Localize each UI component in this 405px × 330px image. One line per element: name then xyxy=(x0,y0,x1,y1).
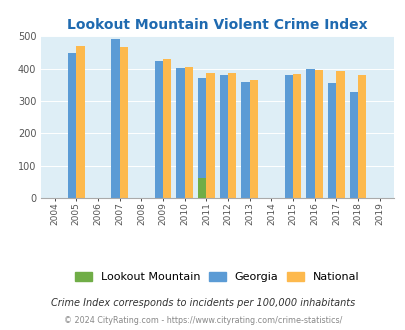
Bar xyxy=(198,178,206,198)
Bar xyxy=(228,73,236,198)
Bar xyxy=(206,73,214,198)
Bar xyxy=(176,68,184,198)
Title: Lookout Mountain Violent Crime Index: Lookout Mountain Violent Crime Index xyxy=(67,18,367,32)
Legend: Lookout Mountain, Georgia, National: Lookout Mountain, Georgia, National xyxy=(72,268,362,285)
Bar xyxy=(284,75,292,198)
Bar xyxy=(68,53,76,198)
Bar xyxy=(336,71,344,198)
Bar xyxy=(111,39,119,198)
Bar xyxy=(327,83,336,198)
Bar xyxy=(219,75,228,198)
Bar xyxy=(76,46,84,198)
Bar xyxy=(306,69,314,198)
Bar xyxy=(292,74,301,198)
Bar xyxy=(249,80,257,198)
Bar xyxy=(184,67,192,198)
Bar xyxy=(163,59,171,198)
Bar xyxy=(119,47,128,198)
Bar xyxy=(241,82,249,198)
Text: © 2024 CityRating.com - https://www.cityrating.com/crime-statistics/: © 2024 CityRating.com - https://www.city… xyxy=(64,316,341,325)
Bar xyxy=(357,76,365,198)
Bar xyxy=(198,78,206,198)
Bar xyxy=(349,92,357,198)
Text: Crime Index corresponds to incidents per 100,000 inhabitants: Crime Index corresponds to incidents per… xyxy=(51,298,354,308)
Bar xyxy=(314,70,322,198)
Bar xyxy=(154,61,163,198)
